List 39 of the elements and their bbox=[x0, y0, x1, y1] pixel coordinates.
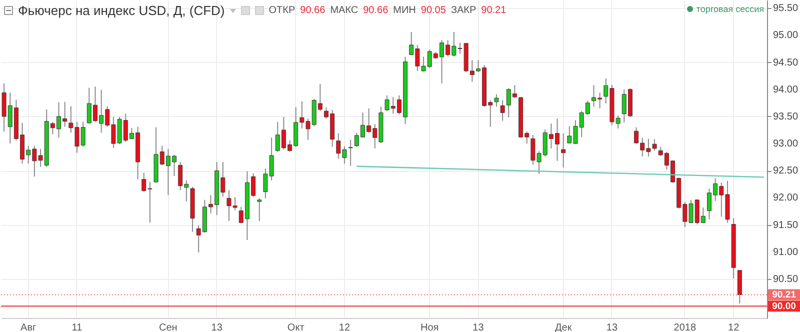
x-tick-label: 11 bbox=[72, 322, 83, 332]
ref-line-label: 90.21 bbox=[772, 290, 797, 301]
candlestick bbox=[494, 94, 499, 108]
ref-line-label: 90.00 bbox=[772, 301, 796, 312]
x-tick-label: 13 bbox=[472, 322, 484, 332]
x-tick-label: 13 bbox=[211, 322, 223, 332]
y-tick-label: 93.00 bbox=[773, 138, 798, 150]
y-tick-label: 95.00 bbox=[773, 30, 798, 42]
chart-title: Фьючерс на индекс USD, Д, (CFD) bbox=[18, 3, 225, 18]
candlestick bbox=[561, 132, 566, 168]
x-tick-label: 13 bbox=[606, 322, 618, 332]
x-tick-label: Ноя bbox=[420, 322, 439, 332]
annotation: МАКС bbox=[330, 5, 358, 16]
y-tick-label: 92.00 bbox=[773, 192, 798, 204]
candlestick bbox=[257, 198, 262, 222]
y-tick-label: 94.50 bbox=[773, 57, 798, 68]
y-tick-label: 94.00 bbox=[773, 84, 798, 96]
annotation: ЗАКР bbox=[450, 5, 476, 16]
y-tick-label: 95.50 bbox=[773, 3, 798, 14]
candlestick bbox=[348, 139, 353, 166]
annotation: 90.05 bbox=[420, 5, 446, 16]
annotation: 90.66 bbox=[300, 5, 326, 16]
annotation: МИН bbox=[393, 5, 416, 16]
x-tick-label: 2018 bbox=[674, 322, 696, 332]
x-tick-label: 12 bbox=[728, 322, 740, 332]
annotation: 90.66 bbox=[363, 5, 388, 16]
y-tick-label: 92.50 bbox=[773, 166, 798, 177]
y-tick-label: 91.00 bbox=[773, 246, 798, 258]
x-tick-label: Окт bbox=[287, 322, 305, 332]
candlestick bbox=[500, 100, 505, 122]
x-tick-label: Авг bbox=[20, 322, 37, 332]
y-tick-label: 93.50 bbox=[773, 111, 798, 122]
y-tick-label: 90.50 bbox=[773, 274, 798, 285]
annotation: торговая сессия bbox=[696, 4, 764, 14]
annotation: 90.21 bbox=[481, 5, 506, 16]
annotation: ОТКР bbox=[268, 5, 296, 16]
y-tick-label: 91.50 bbox=[773, 220, 798, 231]
x-tick-label: Сен bbox=[159, 322, 178, 332]
x-tick-label: 12 bbox=[338, 322, 350, 332]
